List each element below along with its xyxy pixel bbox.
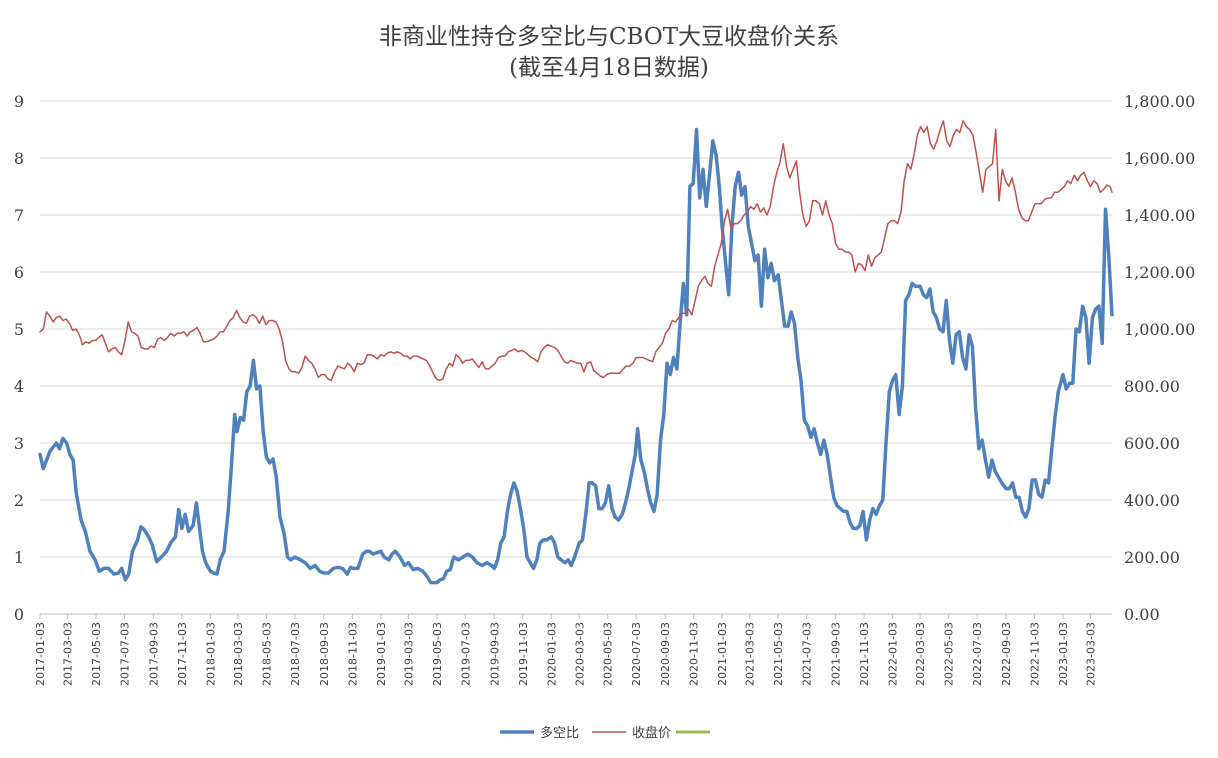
x-tick-label: 2021-09-03 bbox=[830, 622, 843, 686]
y-right-tick-label: 800.00 bbox=[1124, 377, 1180, 396]
x-tick-label: 2017-09-03 bbox=[147, 622, 160, 686]
y-right-tick-label: 0.00 bbox=[1124, 605, 1160, 624]
legend-label: 多空比 bbox=[540, 725, 579, 741]
x-tick-label: 2018-09-03 bbox=[318, 622, 331, 686]
x-tick-label: 2022-09-03 bbox=[1000, 622, 1013, 686]
x-tick-label: 2017-01-03 bbox=[34, 622, 47, 686]
y-left-tick-label: 2 bbox=[14, 491, 24, 510]
y-right-tick-label: 400.00 bbox=[1124, 491, 1180, 510]
x-tick-label: 2020-01-03 bbox=[545, 622, 558, 686]
x-tick-label: 2020-11-03 bbox=[688, 622, 701, 686]
x-tick-label: 2017-05-03 bbox=[90, 622, 103, 686]
x-tick-label: 2022-01-03 bbox=[887, 622, 900, 686]
x-tick-label: 2019-03-03 bbox=[402, 622, 415, 686]
legend: 多空比 收盘价 bbox=[500, 725, 710, 741]
x-tick-label: 2022-11-03 bbox=[1028, 622, 1041, 686]
x-tick-label: 2021-11-03 bbox=[858, 622, 871, 686]
series-line bbox=[38, 127, 1114, 585]
y-left-tick-label: 3 bbox=[14, 434, 24, 453]
x-tick-label: 2022-03-03 bbox=[914, 622, 927, 686]
x-tick-label: 2019-07-03 bbox=[459, 622, 472, 686]
x-tick-label: 2019-01-03 bbox=[375, 622, 388, 686]
x-tick-label: 2018-05-03 bbox=[260, 622, 273, 686]
x-tick-label: 2022-05-03 bbox=[943, 622, 956, 686]
y-left-tick-label: 5 bbox=[14, 320, 24, 339]
x-tick-label: 2023-03-03 bbox=[1085, 622, 1098, 686]
y-left-tick-label: 1 bbox=[14, 548, 24, 567]
chart-title: 非商业性持仓多空比与CBOT大豆收盘价关系 bbox=[379, 24, 839, 50]
y-left-tick-label: 0 bbox=[14, 605, 24, 624]
y-left-tick-label: 7 bbox=[14, 206, 24, 225]
x-tick-label: 2017-03-03 bbox=[62, 622, 75, 686]
x-tick-label: 2021-03-03 bbox=[744, 622, 757, 686]
y-left-tick-label: 8 bbox=[14, 149, 24, 168]
x-axis: 2017-01-03 2017-03-03 2017-05-03 2017-07-03… bbox=[34, 613, 1112, 686]
y-right-tick-label: 1,600.00 bbox=[1124, 149, 1195, 168]
y-right-tick-label: 1,000.00 bbox=[1124, 320, 1195, 339]
y-right-tick-label: 600.00 bbox=[1124, 434, 1180, 453]
x-tick-label: 2021-07-03 bbox=[801, 622, 814, 686]
series-lines bbox=[38, 120, 1114, 585]
x-tick-label: 2018-03-03 bbox=[232, 622, 245, 686]
y-right-tick-label: 200.00 bbox=[1124, 548, 1180, 567]
x-tick-label: 2018-01-03 bbox=[204, 622, 217, 686]
x-tick-label: 2019-09-03 bbox=[488, 622, 501, 686]
y-right-tick-label: 1,800.00 bbox=[1124, 92, 1195, 111]
x-tick-label: 2017-11-03 bbox=[176, 622, 189, 686]
x-tick-label: 2020-05-03 bbox=[602, 622, 615, 686]
y-left-tick-label: 6 bbox=[14, 263, 24, 282]
x-tick-label: 2020-09-03 bbox=[659, 622, 672, 686]
x-tick-label: 2022-07-03 bbox=[971, 622, 984, 686]
series-line bbox=[39, 120, 1113, 382]
right-y-axis: 0.00 200.00 400.00 600.00 800.00 1,000.00 1,20… bbox=[1124, 92, 1195, 624]
x-tick-label: 2018-11-03 bbox=[346, 622, 359, 686]
x-tick-label: 2021-05-03 bbox=[772, 622, 785, 686]
x-tick-label: 2018-07-03 bbox=[289, 622, 302, 686]
x-tick-label: 2023-01-03 bbox=[1057, 622, 1070, 686]
x-tick-label: 2020-03-03 bbox=[573, 622, 586, 686]
y-right-tick-label: 1,400.00 bbox=[1124, 206, 1195, 225]
legend-label: 收盘价 bbox=[632, 725, 671, 741]
y-left-tick-label: 9 bbox=[14, 92, 24, 111]
x-tick-label: 2019-05-03 bbox=[431, 622, 444, 686]
x-tick-label: 2017-07-03 bbox=[119, 622, 132, 686]
y-left-tick-label: 4 bbox=[14, 377, 24, 396]
x-tick-label: 2019-11-03 bbox=[517, 622, 530, 686]
y-right-tick-label: 1,200.00 bbox=[1124, 263, 1195, 282]
chart-subtitle: (截至4月18日数据) bbox=[509, 55, 709, 81]
x-tick-label: 2021-01-03 bbox=[716, 622, 729, 686]
left-y-axis: 0 1 2 3 4 5 6 7 8 9 bbox=[14, 92, 24, 624]
gridlines bbox=[40, 100, 1112, 558]
x-tick-label: 2020-07-03 bbox=[630, 622, 643, 686]
